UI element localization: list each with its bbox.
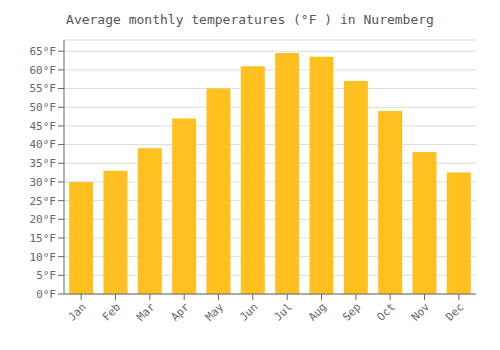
svg-text:45°F: 45°F <box>30 120 57 133</box>
svg-text:0°F: 0°F <box>36 288 56 301</box>
svg-text:35°F: 35°F <box>30 157 57 170</box>
svg-text:65°F: 65°F <box>30 45 57 58</box>
svg-text:55°F: 55°F <box>30 82 57 95</box>
svg-text:Oct: Oct <box>375 300 398 323</box>
html-text:Average monthly temperatures (: Average monthly temperatures (°F ) in Nu… <box>66 12 434 27</box>
svg-text:40°F: 40°F <box>30 138 57 151</box>
svg-text:Aug: Aug <box>306 300 329 323</box>
svg-text:60°F: 60°F <box>30 64 57 77</box>
svg-text:Jul: Jul <box>272 300 295 323</box>
svg-text:Dec: Dec <box>443 300 466 323</box>
svg-text:30°F: 30°F <box>30 176 57 189</box>
svg-text:Jun: Jun <box>237 300 260 323</box>
svg-text:Feb: Feb <box>100 300 123 323</box>
svg-text:50°F: 50°F <box>30 101 57 114</box>
svg-text:Jan: Jan <box>66 300 89 323</box>
svg-text:May: May <box>203 300 227 324</box>
svg-text:20°F: 20°F <box>30 213 57 226</box>
svg-text:Nov: Nov <box>409 300 433 324</box>
svg-text:10°F: 10°F <box>30 251 57 264</box>
svg-text:Apr: Apr <box>169 300 193 324</box>
svg-text:Mar: Mar <box>134 300 158 324</box>
svg-text:25°F: 25°F <box>30 195 57 208</box>
svg-text:15°F: 15°F <box>30 232 57 245</box>
svg-text:5°F: 5°F <box>36 269 56 282</box>
svg-text:Sep: Sep <box>340 300 363 323</box>
